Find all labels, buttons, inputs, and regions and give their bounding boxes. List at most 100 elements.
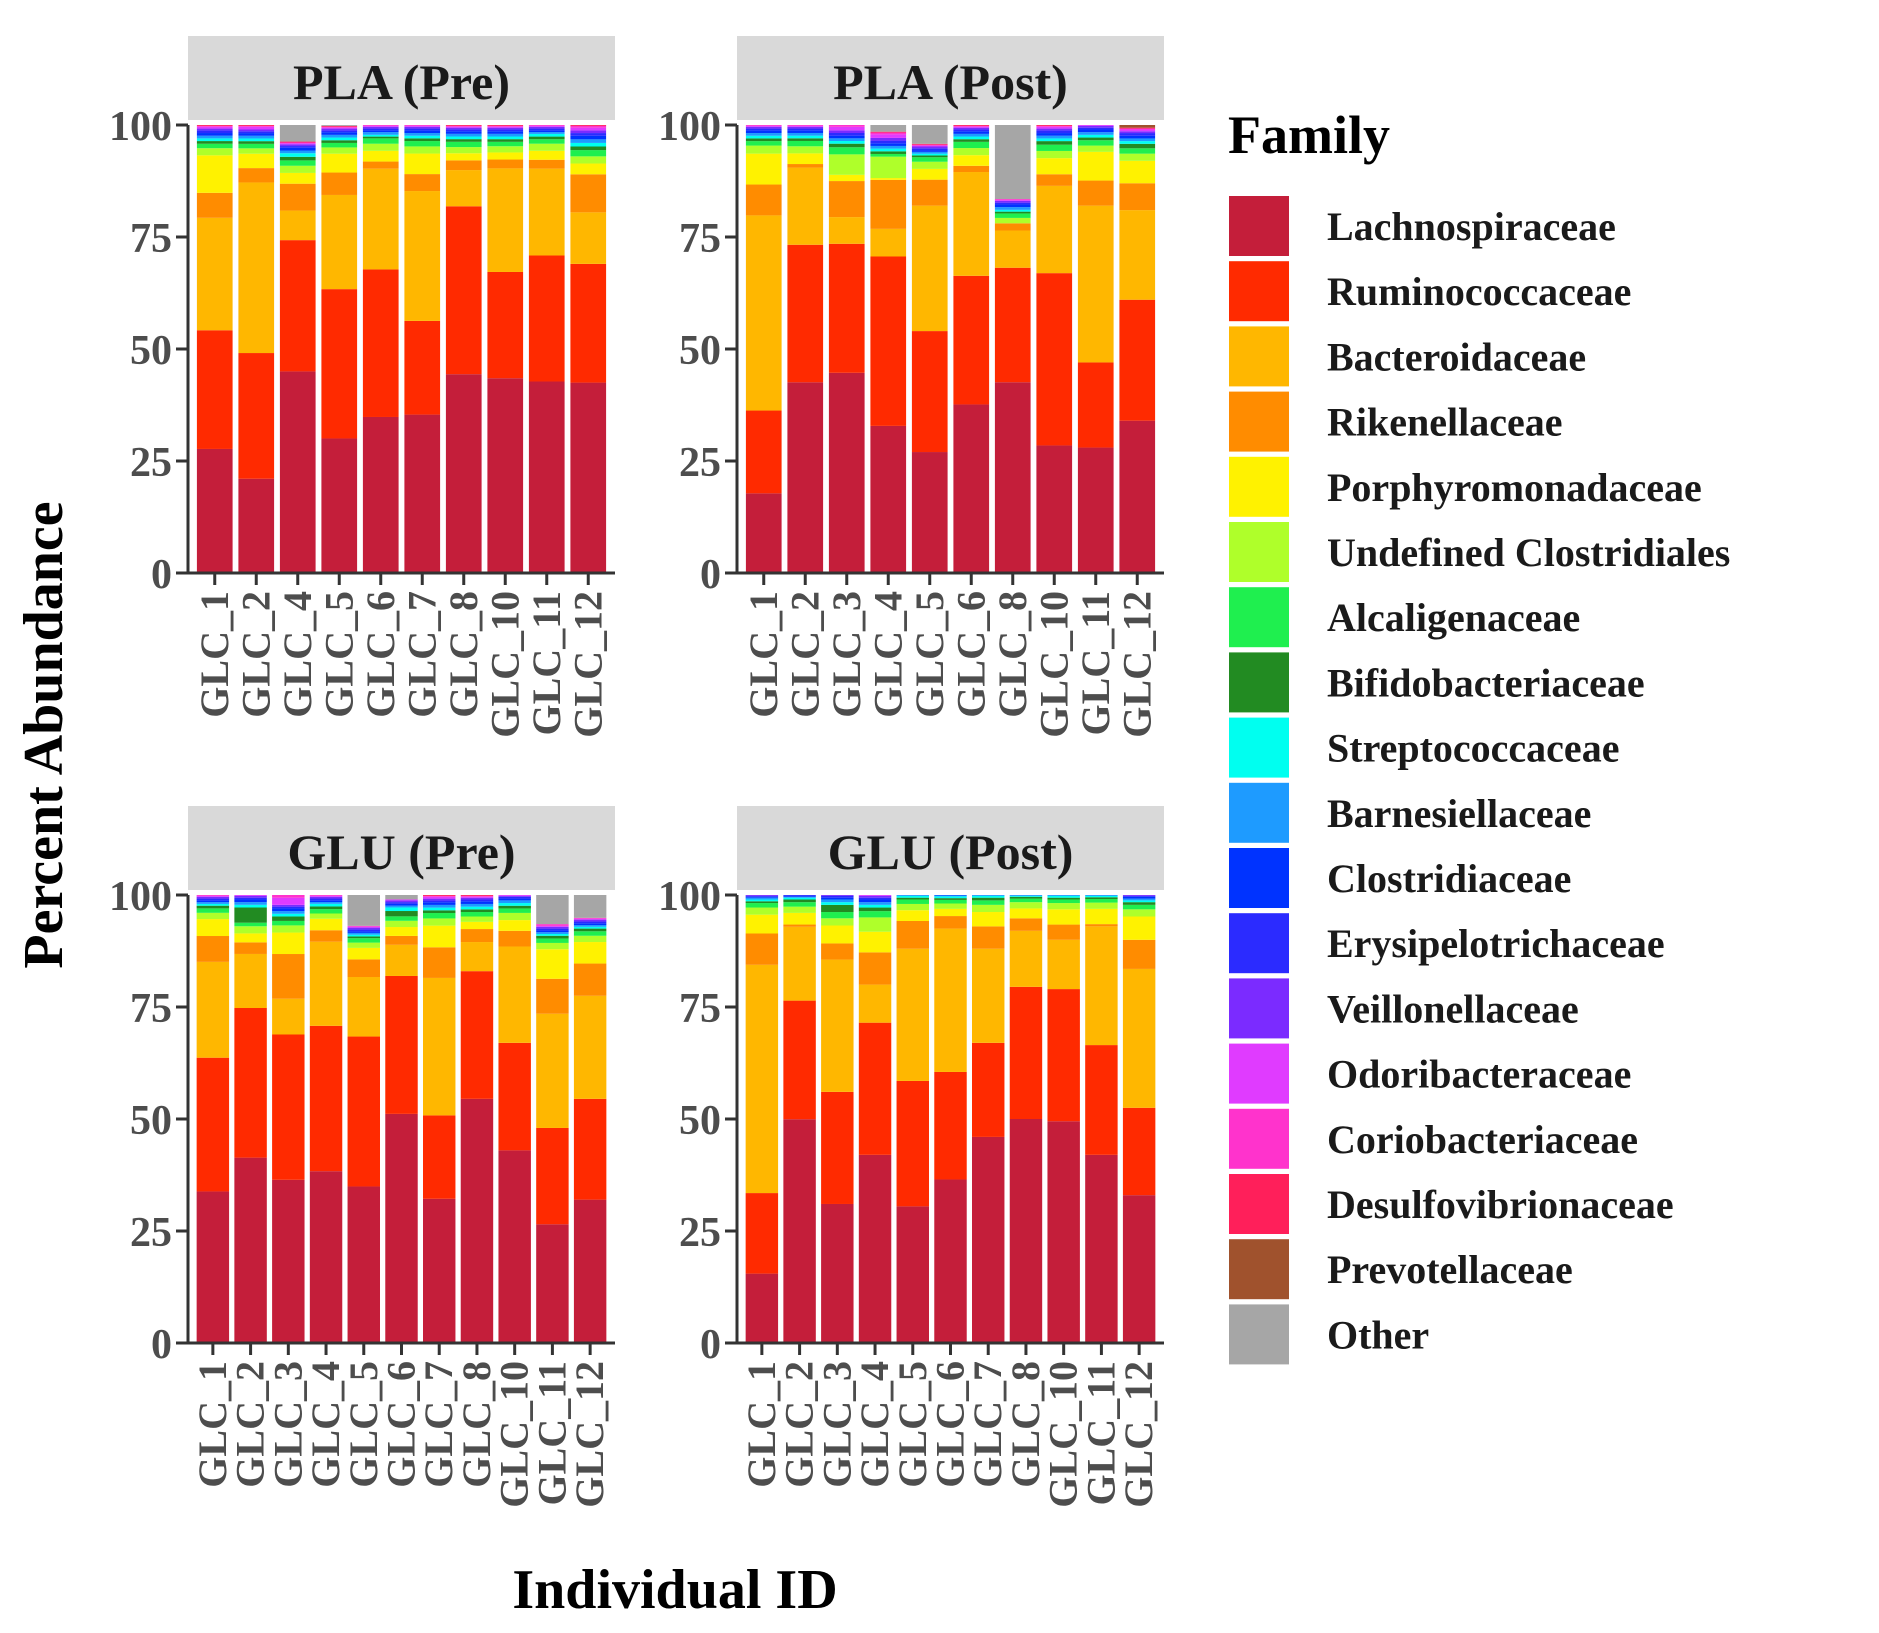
bar-segment xyxy=(445,133,482,137)
bar-segment xyxy=(487,146,524,153)
bar-segment xyxy=(911,331,948,453)
bar-segment xyxy=(870,151,907,154)
y-tick-label: 75 xyxy=(679,216,721,262)
bar-segment xyxy=(1047,899,1080,904)
bar-segment xyxy=(528,150,565,160)
bar-segment xyxy=(828,138,865,142)
bar-segment xyxy=(498,912,531,921)
bar-segment xyxy=(487,152,524,160)
bar-segment xyxy=(423,910,456,914)
bar-stack xyxy=(445,125,482,573)
bar-segment xyxy=(787,128,824,131)
bar-segment xyxy=(445,131,482,134)
bar-stack xyxy=(858,895,892,1343)
bar-segment xyxy=(1077,125,1114,128)
legend-key xyxy=(1227,911,1291,976)
bar-segment xyxy=(573,963,607,996)
bar-segment xyxy=(347,895,380,926)
bar-segment xyxy=(347,929,380,932)
x-tick-label: GLC_8 xyxy=(441,591,486,718)
bar-segment xyxy=(953,127,990,130)
facet-panel: PLA (Post) 0 25 50 75 100 GLC_1GLC_2GLC_3GLC_4… xyxy=(658,36,1164,738)
bar-segment xyxy=(745,410,782,494)
bar-segment xyxy=(570,125,607,128)
bar-segment xyxy=(896,903,929,911)
x-tick-label: GLC_2 xyxy=(777,1361,822,1488)
bar-segment xyxy=(234,902,267,905)
bar-segment xyxy=(1122,895,1156,896)
bar-segment xyxy=(1047,924,1080,940)
bar-segment xyxy=(934,903,967,909)
legend-key xyxy=(1227,1106,1291,1171)
x-tick-label: GLC_6 xyxy=(379,1361,424,1488)
facet-strip xyxy=(188,36,615,120)
bar-segment xyxy=(1122,1107,1156,1196)
bar-segment xyxy=(1119,125,1156,128)
bar-segment xyxy=(783,896,816,898)
bar-segment xyxy=(1047,895,1080,898)
bar-segment xyxy=(234,922,267,927)
bar-segment xyxy=(1119,127,1156,129)
bar-stack xyxy=(783,895,816,1343)
bar-segment xyxy=(321,126,358,128)
bar-stack xyxy=(279,125,316,573)
legend-label: Rikenellaceae xyxy=(1327,400,1563,445)
bar-segment xyxy=(787,382,824,573)
bar-segment xyxy=(347,934,380,937)
bar-segment xyxy=(828,125,865,127)
bar-segment xyxy=(487,125,524,126)
bar-segment xyxy=(423,977,456,1116)
bar-segment xyxy=(1077,362,1114,448)
bar-segment xyxy=(460,971,494,1099)
x-tick-label: GLC_11 xyxy=(1078,1361,1123,1505)
x-tick-label: GLC_12 xyxy=(1114,591,1159,738)
bar-segment xyxy=(404,174,441,192)
x-tick-label: GLC_2 xyxy=(228,1361,273,1488)
bar-segment xyxy=(573,931,607,936)
bar-segment xyxy=(972,926,1005,949)
bar-segment xyxy=(272,913,305,917)
bar-segment xyxy=(196,138,233,142)
legend-key xyxy=(1227,259,1291,324)
bar-segment xyxy=(953,148,990,156)
bar-segment xyxy=(1036,126,1073,129)
bar-segment xyxy=(1085,897,1118,900)
bar-segment xyxy=(1036,138,1073,142)
bar-segment xyxy=(1009,895,1043,897)
bar-segment xyxy=(745,1273,779,1343)
legend-key xyxy=(1227,780,1291,845)
legend-key xyxy=(1227,715,1291,780)
bar-segment xyxy=(423,925,456,948)
bar-segment xyxy=(783,899,816,903)
bar-segment xyxy=(385,975,418,1114)
bar-segment xyxy=(1119,210,1156,300)
bar-segment xyxy=(272,906,305,909)
bar-segment xyxy=(1077,145,1114,152)
bar-segment xyxy=(460,903,494,907)
bar-segment xyxy=(821,897,854,900)
bar-segment xyxy=(385,900,418,903)
bar-segment xyxy=(787,130,824,133)
bar-segment xyxy=(536,978,569,1014)
bar-segment xyxy=(196,125,233,127)
bar-segment xyxy=(321,132,358,135)
bar-segment xyxy=(828,143,865,148)
bar-segment xyxy=(445,147,482,154)
bar-segment xyxy=(828,135,865,139)
bar-segment xyxy=(821,899,854,903)
bar-segment xyxy=(234,895,267,896)
bar-segment xyxy=(536,924,569,926)
bar-segment xyxy=(528,255,565,382)
bar-segment xyxy=(279,125,316,142)
facet-title: PLA (Post) xyxy=(833,54,1068,110)
bar-segment xyxy=(745,899,779,902)
bar-segment xyxy=(347,942,380,948)
bar-stack xyxy=(347,895,380,1343)
bar-segment xyxy=(279,147,316,151)
bar-segment xyxy=(196,900,230,903)
bar-segment xyxy=(234,897,267,900)
bar-segment xyxy=(234,1157,267,1343)
bar-segment xyxy=(783,895,816,897)
bar-segment xyxy=(570,135,607,140)
bar-segment xyxy=(196,128,233,131)
